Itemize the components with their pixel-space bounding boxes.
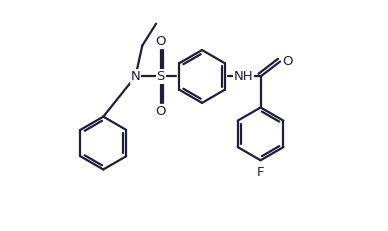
Text: O: O: [156, 35, 166, 48]
Text: O: O: [156, 105, 166, 118]
Text: F: F: [257, 166, 264, 179]
Text: O: O: [282, 55, 293, 68]
Text: NH: NH: [234, 70, 253, 83]
Text: S: S: [156, 70, 165, 83]
Text: N: N: [131, 70, 140, 83]
